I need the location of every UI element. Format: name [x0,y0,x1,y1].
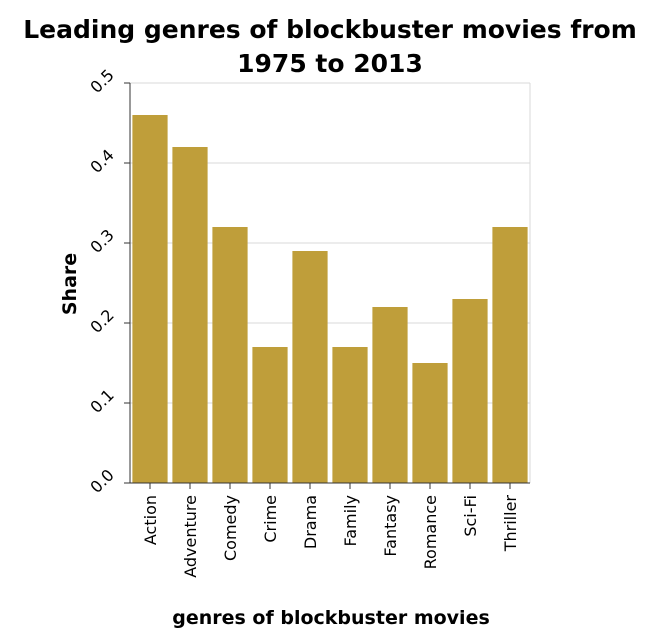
bar-fantasy [372,307,408,483]
y-axis-title: Share [59,253,81,315]
bar-comedy [212,227,248,483]
x-tick-label: Family [341,495,360,546]
x-tick-label: Sci-Fi [461,495,480,537]
x-tick-label: Comedy [221,495,240,561]
bar-thriller [492,227,528,483]
y-tick-label: 0.3 [86,225,117,256]
axes [129,83,530,484]
bar-sci-fi [452,299,488,483]
y-tick-label: 0.1 [86,385,117,416]
x-tick-label: Action [141,495,160,545]
bar-adventure [172,147,208,483]
x-tick-label: Romance [421,495,440,569]
x-tick-label: Crime [261,495,280,543]
x-tick-label: Drama [301,495,320,549]
x-axis-title: genres of blockbuster movies [172,607,490,629]
bar-romance [412,363,448,483]
chart-title-line-2: 1975 to 2013 [237,49,423,78]
y-tick-label: 0.5 [86,65,117,96]
y-tick-label: 0.4 [86,145,117,176]
bar-crime [252,347,288,483]
y-ticks: 0.0 0.1 0.2 0.3 0.4 0.5 [86,65,130,497]
bars [132,115,528,483]
bar-drama [292,251,328,483]
chart-title-line-1: Leading genres of blockbuster movies fro… [23,15,637,44]
bar-family [332,347,368,483]
x-tick-label: Fantasy [381,495,400,557]
x-tick-label: Thriller [501,495,520,553]
y-tick-label: 0.2 [86,305,117,336]
bar-action [132,115,168,483]
x-ticks: Action Adventure Comedy Crime Drama Family Fan… [141,483,520,578]
y-tick-label: 0.0 [86,465,117,496]
x-tick-label: Adventure [181,495,200,578]
